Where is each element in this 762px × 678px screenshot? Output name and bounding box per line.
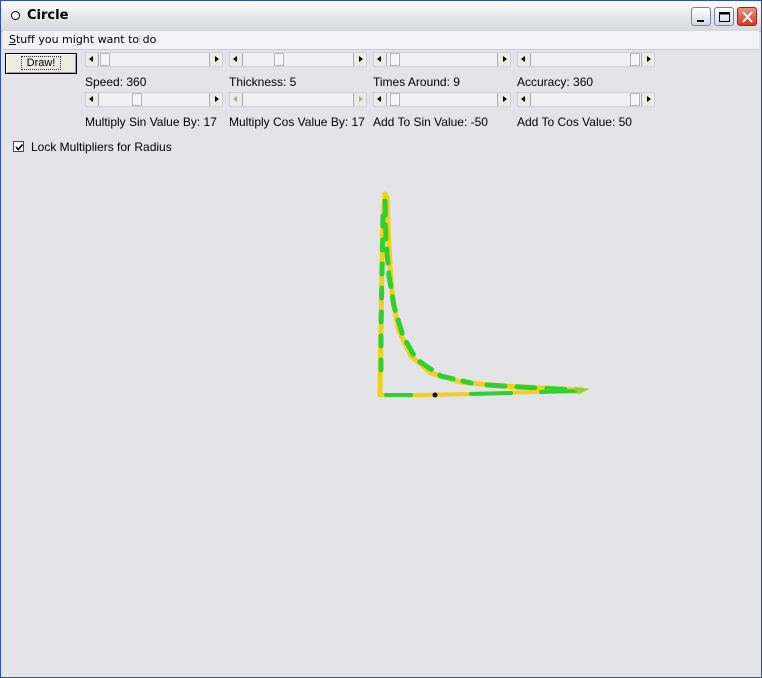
sin-multiplier-slider[interactable] <box>85 92 223 107</box>
draw-button[interactable]: Draw! <box>5 53 77 74</box>
add-cos-slider-right-arrow-icon[interactable] <box>641 93 654 106</box>
times-around-label: Times Around: 9 <box>373 75 460 89</box>
accuracy-slider[interactable] <box>517 52 655 67</box>
accuracy-label: Accuracy: 360 <box>517 75 594 89</box>
maximize-icon <box>719 12 730 22</box>
add-cos-label: Add To Cos Value: 50 <box>517 115 632 129</box>
speed-slider-left-arrow-icon[interactable] <box>86 53 99 66</box>
window-title: Circle <box>27 8 69 23</box>
cos-multiplier-slider-left-arrow-icon[interactable] <box>230 93 243 106</box>
draw-button-label: Draw! <box>20 56 62 70</box>
origin-marker <box>432 392 438 398</box>
add-sin-slider-left-arrow-icon[interactable] <box>374 93 387 106</box>
sin-multiplier-label: Multiply Sin Value By: 17 <box>85 115 217 129</box>
times-around-slider[interactable] <box>373 52 511 67</box>
minimize-icon <box>697 20 704 22</box>
maximize-button[interactable] <box>714 7 734 26</box>
speed-slider-right-arrow-icon[interactable] <box>209 53 222 66</box>
add-sin-slider-thumb[interactable] <box>390 93 400 106</box>
sin-multiplier-slider-thumb[interactable] <box>132 93 142 106</box>
app-icon <box>11 11 20 20</box>
thickness-label: Thickness: 5 <box>229 75 297 89</box>
close-icon <box>742 11 753 23</box>
thickness-slider-right-arrow-icon[interactable] <box>353 53 366 66</box>
add-cos-slider[interactable] <box>517 92 655 107</box>
drawn-curve <box>377 191 590 398</box>
checkmark-icon <box>15 143 24 151</box>
thickness-slider-thumb[interactable] <box>274 53 284 66</box>
add-sin-slider-right-arrow-icon[interactable] <box>497 93 510 106</box>
add-sin-slider[interactable] <box>373 92 511 107</box>
speed-slider[interactable] <box>85 52 223 67</box>
menu-bar: Stuff you might want to do <box>3 31 759 50</box>
lock-multipliers-label: Lock Multipliers for Radius <box>31 140 172 154</box>
speed-label: Speed: 360 <box>85 75 147 89</box>
lock-multipliers-checkbox[interactable] <box>13 141 24 152</box>
cos-multiplier-slider[interactable] <box>229 92 367 107</box>
cos-multiplier-slider-right-arrow-icon[interactable] <box>353 93 366 106</box>
add-sin-label: Add To Sin Value: -50 <box>373 115 488 129</box>
close-button[interactable] <box>737 7 757 26</box>
times-around-slider-left-arrow-icon[interactable] <box>374 53 387 66</box>
thickness-slider-left-arrow-icon[interactable] <box>230 53 243 66</box>
accuracy-slider-thumb[interactable] <box>630 53 640 66</box>
menu-accel: S <box>9 33 16 46</box>
times-around-slider-right-arrow-icon[interactable] <box>497 53 510 66</box>
speed-slider-thumb[interactable] <box>100 53 110 66</box>
add-cos-slider-thumb[interactable] <box>630 93 640 106</box>
sin-multiplier-slider-left-arrow-icon[interactable] <box>86 93 99 106</box>
add-cos-slider-left-arrow-icon[interactable] <box>518 93 531 106</box>
times-around-slider-thumb[interactable] <box>390 53 400 66</box>
accuracy-slider-right-arrow-icon[interactable] <box>641 53 654 66</box>
accuracy-slider-left-arrow-icon[interactable] <box>518 53 531 66</box>
thickness-slider[interactable] <box>229 52 367 67</box>
minimize-button[interactable] <box>691 7 711 26</box>
sin-multiplier-slider-right-arrow-icon[interactable] <box>209 93 222 106</box>
menu-label: tuff you might want to do <box>15 33 157 46</box>
menu-stuff[interactable]: Stuff you might want to do <box>9 33 156 46</box>
cos-multiplier-label: Multiply Cos Value By: 17 <box>229 115 365 129</box>
title-bar[interactable]: Circle <box>1 1 761 32</box>
